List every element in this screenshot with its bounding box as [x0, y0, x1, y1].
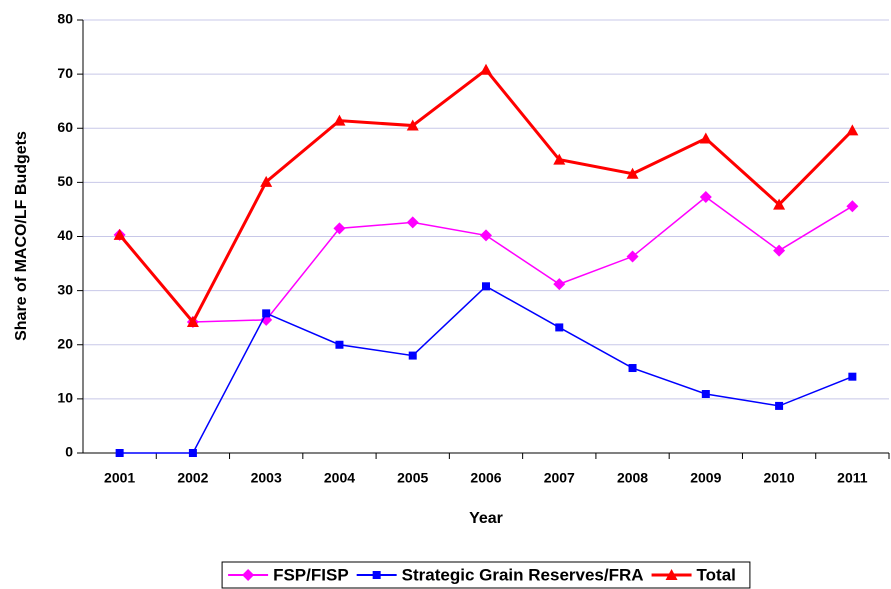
marker — [626, 250, 639, 263]
legend-label: FSP/FISP — [273, 565, 349, 584]
x-tick-label: 2005 — [397, 470, 428, 486]
marker — [406, 119, 419, 131]
marker — [333, 222, 346, 235]
x-tick-label: 2007 — [544, 470, 575, 486]
x-tick-label: 2011 — [837, 470, 868, 486]
x-tick-label: 2002 — [177, 470, 208, 486]
marker — [699, 190, 712, 203]
marker — [626, 167, 639, 179]
marker — [262, 309, 271, 318]
marker — [260, 175, 273, 187]
marker — [628, 364, 637, 373]
y-tick-label: 80 — [57, 11, 73, 27]
x-tick-label: 2004 — [324, 470, 355, 486]
series-line — [119, 285, 853, 454]
legend-label: Strategic Grain Reserves/FRA — [402, 565, 644, 584]
marker — [846, 200, 859, 213]
marker — [335, 340, 344, 349]
marker — [480, 63, 492, 75]
marker — [406, 216, 419, 229]
marker — [701, 390, 710, 399]
marker — [113, 228, 126, 240]
marker — [553, 153, 566, 165]
legend-label: Total — [697, 565, 736, 584]
x-tick-label: 2009 — [690, 470, 721, 486]
x-tick-label: 2001 — [104, 470, 135, 486]
marker — [242, 569, 255, 581]
y-tick-label: 50 — [57, 173, 73, 189]
marker — [482, 282, 490, 291]
marker — [186, 316, 199, 328]
y-tick-label: 70 — [57, 65, 73, 81]
marker — [553, 278, 566, 291]
y-tick-label: 30 — [57, 281, 73, 297]
marker — [846, 124, 859, 136]
y-tick-label: 60 — [57, 119, 73, 135]
marker — [775, 401, 784, 410]
marker — [372, 571, 381, 579]
y-tick-label: 20 — [57, 335, 73, 351]
series-line — [119, 196, 853, 323]
y-tick-label: 40 — [57, 227, 73, 243]
x-tick-label: 2010 — [764, 470, 795, 486]
x-axis-title: Year — [469, 510, 503, 527]
marker — [115, 449, 124, 457]
x-tick-label: 2008 — [617, 470, 648, 486]
marker — [188, 449, 197, 457]
x-tick-label: 2006 — [470, 470, 501, 486]
marker — [699, 132, 712, 144]
marker — [848, 372, 857, 381]
marker — [333, 114, 346, 126]
marker — [480, 229, 492, 242]
marker — [665, 569, 678, 580]
y-axis-title: Share of MACO/LF Budgets — [13, 131, 30, 341]
marker — [773, 244, 786, 257]
y-tick-label: 0 — [65, 444, 73, 460]
marker — [408, 351, 417, 360]
y-tick-label: 10 — [57, 390, 73, 406]
marker — [773, 198, 786, 210]
legend: FSP/FISP Strategic Grain Reserves/FRA Tota… — [221, 561, 751, 589]
x-tick-label: 2003 — [251, 470, 282, 486]
marker — [555, 323, 564, 332]
